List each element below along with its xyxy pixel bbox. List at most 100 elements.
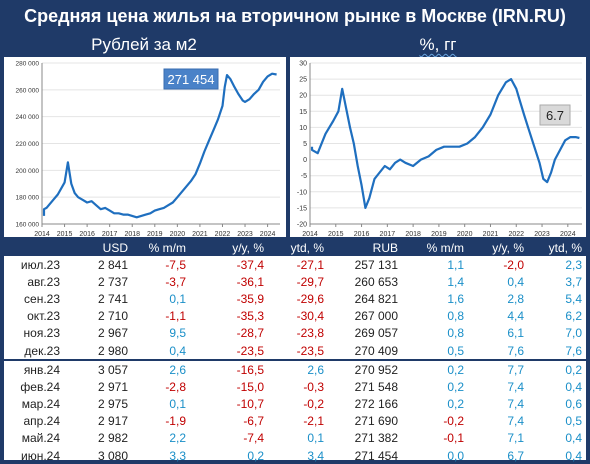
value-callout: 271 454 [163,68,219,90]
row-month: сен.23 [24,291,60,306]
column-header: USD [70,239,132,256]
table-cell: -0,1 [443,431,464,446]
table-cell: -7,5 [165,257,186,272]
table-cell: 7,4 [507,379,524,394]
table-cell: 7,1 [507,431,524,446]
x-tick-label: 2016 [79,231,95,237]
table-cell: -6,7 [243,414,264,429]
column-header: % m/m [132,239,190,256]
table-cell: 264 821 [354,291,398,306]
column-header: % m/m [402,239,468,256]
table-cell: 3 080 [97,448,128,463]
table-cell: 2 980 [97,343,128,358]
y-tick-label: 20 [299,93,307,100]
table-cell: 0,4 [169,343,186,358]
table-cell: -10,7 [236,397,264,412]
table-cell: 0,2 [447,397,464,412]
row-month: мар.24 [21,397,60,412]
y-tick-label: 10 [299,125,307,132]
table-header-row: USD% m/m y/y, % ytd, % RUB% m/m y/y, % ytd, % [4,239,586,256]
table-cell: 0,6 [565,397,582,412]
table-row: мар.24 2 975 0,1 -10,7 -0,2 272 166 0,2 7,4 0,6 [4,396,586,413]
y-tick-label: 30 [299,61,307,68]
table-cell: 2,2 [169,431,186,446]
x-tick-label: 2017 [102,231,118,237]
x-tick-label: 2017 [380,231,396,237]
table-cell: 2 741 [97,291,128,306]
table-cell: -7,4 [243,431,264,446]
value-callout: 6.7 [539,104,571,126]
table-cell: 7,6 [565,343,582,358]
table-cell: -36,1 [236,274,264,289]
table-cell: 0,5 [447,343,464,358]
table-row: июн.24 3 080 3,3 0,2 3,4 271 454 0,0 6,7 0,4 [4,447,586,464]
table-cell: 0,8 [447,326,464,341]
table-cell: 0,4 [507,274,524,289]
y-tick-label: -20 [297,222,307,229]
y-tick-label: -15 [297,205,307,212]
table-cell: 0,4 [565,431,582,446]
table-cell: -37,4 [236,257,264,272]
table-row: фев.24 2 971 -2,8 -15,0 -0,3 271 548 0,2 7,4 0,4 [4,378,586,395]
row-month: апр.24 [23,414,60,429]
table-cell: -23,8 [296,326,324,341]
table-cell: 2,3 [565,257,582,272]
table-cell: 270 952 [328,359,402,379]
y-tick-label: 200 000 [16,168,40,175]
table-cell: 0,8 [447,309,464,324]
table-cell: 2 967 [97,326,128,341]
x-tick-label: 2021 [483,231,499,237]
table-cell: 7,7 [468,359,528,379]
table-cell: -0,2 [303,397,324,412]
table-cell: 7,0 [565,326,582,341]
table-cell: -35,3 [236,309,264,324]
y-tick-label: 160 000 [16,222,40,229]
table-row: авг.23 2 737 -3,7 -36,1 -29,7 260 653 1,4 0,4 3,… [4,273,586,290]
table-cell: 1,1 [447,257,464,272]
table-cell: 0,2 [402,359,468,379]
x-tick-label: 2020 [457,231,473,237]
table-cell: 2 917 [97,414,128,429]
y-tick-label: -10 [297,189,307,196]
x-tick-label: 2020 [170,231,186,237]
table-cell: 2 710 [97,309,128,324]
table-row: сен.23 2 741 0,1 -35,9 -29,6 264 821 1,6 2,8 5,4 [4,290,586,307]
row-month: янв.24 [4,359,70,379]
table-cell: 7,6 [507,343,524,358]
table-cell: 0,5 [565,414,582,429]
x-tick-label: 2019 [147,231,163,237]
table-cell: 271 690 [354,414,398,429]
table-cell: -1,9 [165,414,186,429]
row-month: май.24 [21,431,60,446]
x-tick-label: 2021 [192,231,208,237]
x-tick-label: 2024 [260,231,276,237]
x-tick-label: 2023 [237,231,253,237]
x-tick-label: 2022 [215,231,231,237]
table-cell: 3,3 [169,448,186,463]
column-header: ytd, % [268,239,328,256]
x-tick-label: 2018 [124,231,140,237]
row-month: июн.24 [20,448,60,463]
table-cell: -28,7 [236,326,264,341]
table-cell: 2,8 [507,291,524,306]
x-tick-label: 2018 [405,231,421,237]
table-cell: -0,3 [303,379,324,394]
table-cell: 0,1 [169,291,186,306]
table-cell: -15,0 [236,379,264,394]
x-tick-label: 2015 [328,231,344,237]
table-cell: -23,5 [236,343,264,358]
table-cell: -0,2 [443,414,464,429]
table-cell: -1,1 [165,309,186,324]
right-panel-title: %, гг [419,35,457,54]
table-cell: 271 454 [354,448,398,463]
price-chart: 160 000 180 000 200 000 220 000 240 000 260 0… [16,61,280,238]
left-panel-title: Рублей за м2 [91,35,197,54]
table-cell: 0,1 [307,431,324,446]
table-cell: -35,9 [236,291,264,306]
table-cell: 2 971 [97,379,128,394]
table-cell: 257 131 [354,257,398,272]
table-cell: 0,0 [447,448,464,463]
table-cell: -3,7 [165,274,186,289]
table-cell: -16,5 [190,359,268,379]
x-tick-label: 2014 [302,231,318,237]
